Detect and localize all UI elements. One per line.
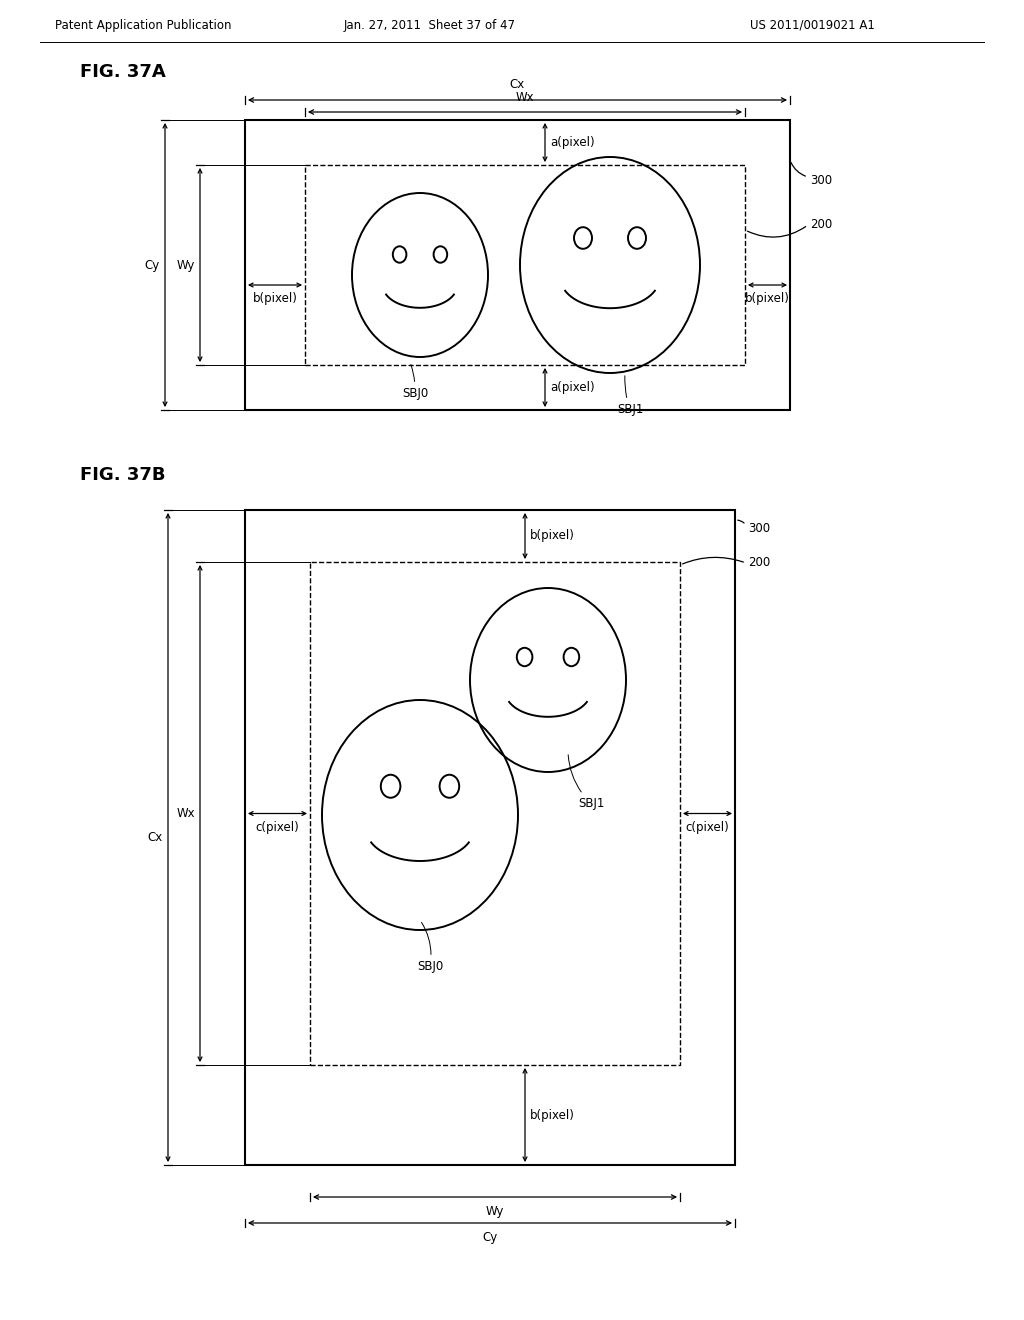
Text: US 2011/0019021 A1: US 2011/0019021 A1	[750, 18, 874, 32]
Text: 300: 300	[810, 173, 833, 186]
Text: FIG. 37B: FIG. 37B	[80, 466, 166, 484]
Bar	[245, 120, 790, 411]
Text: a(pixel): a(pixel)	[550, 381, 595, 393]
Text: SBJ1: SBJ1	[616, 376, 643, 416]
Text: SBJ0: SBJ0	[417, 923, 443, 973]
Text: FIG. 37A: FIG. 37A	[80, 63, 166, 81]
Text: c(pixel): c(pixel)	[686, 821, 729, 833]
Text: Cy: Cy	[144, 259, 160, 272]
Bar	[245, 510, 735, 1166]
Bar	[305, 165, 745, 366]
Text: c(pixel): c(pixel)	[256, 821, 299, 833]
Text: 200: 200	[810, 219, 833, 231]
Text: b(pixel): b(pixel)	[253, 292, 297, 305]
Text: SBJ1: SBJ1	[568, 755, 604, 810]
Bar	[310, 562, 680, 1065]
Text: b(pixel): b(pixel)	[745, 292, 790, 305]
Text: Wy: Wy	[485, 1205, 504, 1218]
Text: SBJ0: SBJ0	[401, 364, 428, 400]
Text: a(pixel): a(pixel)	[550, 136, 595, 149]
Text: Jan. 27, 2011  Sheet 37 of 47: Jan. 27, 2011 Sheet 37 of 47	[344, 18, 516, 32]
Text: Cy: Cy	[482, 1232, 498, 1243]
Text: Wx: Wx	[516, 91, 535, 104]
Text: Wy: Wy	[176, 259, 195, 272]
Text: 300: 300	[748, 521, 770, 535]
Text: Cx: Cx	[510, 78, 525, 91]
Text: b(pixel): b(pixel)	[530, 1109, 574, 1122]
Text: b(pixel): b(pixel)	[530, 529, 574, 543]
Text: Patent Application Publication: Patent Application Publication	[55, 18, 231, 32]
Text: Wx: Wx	[176, 807, 195, 820]
Text: Cx: Cx	[147, 832, 163, 843]
Text: 200: 200	[748, 557, 770, 569]
